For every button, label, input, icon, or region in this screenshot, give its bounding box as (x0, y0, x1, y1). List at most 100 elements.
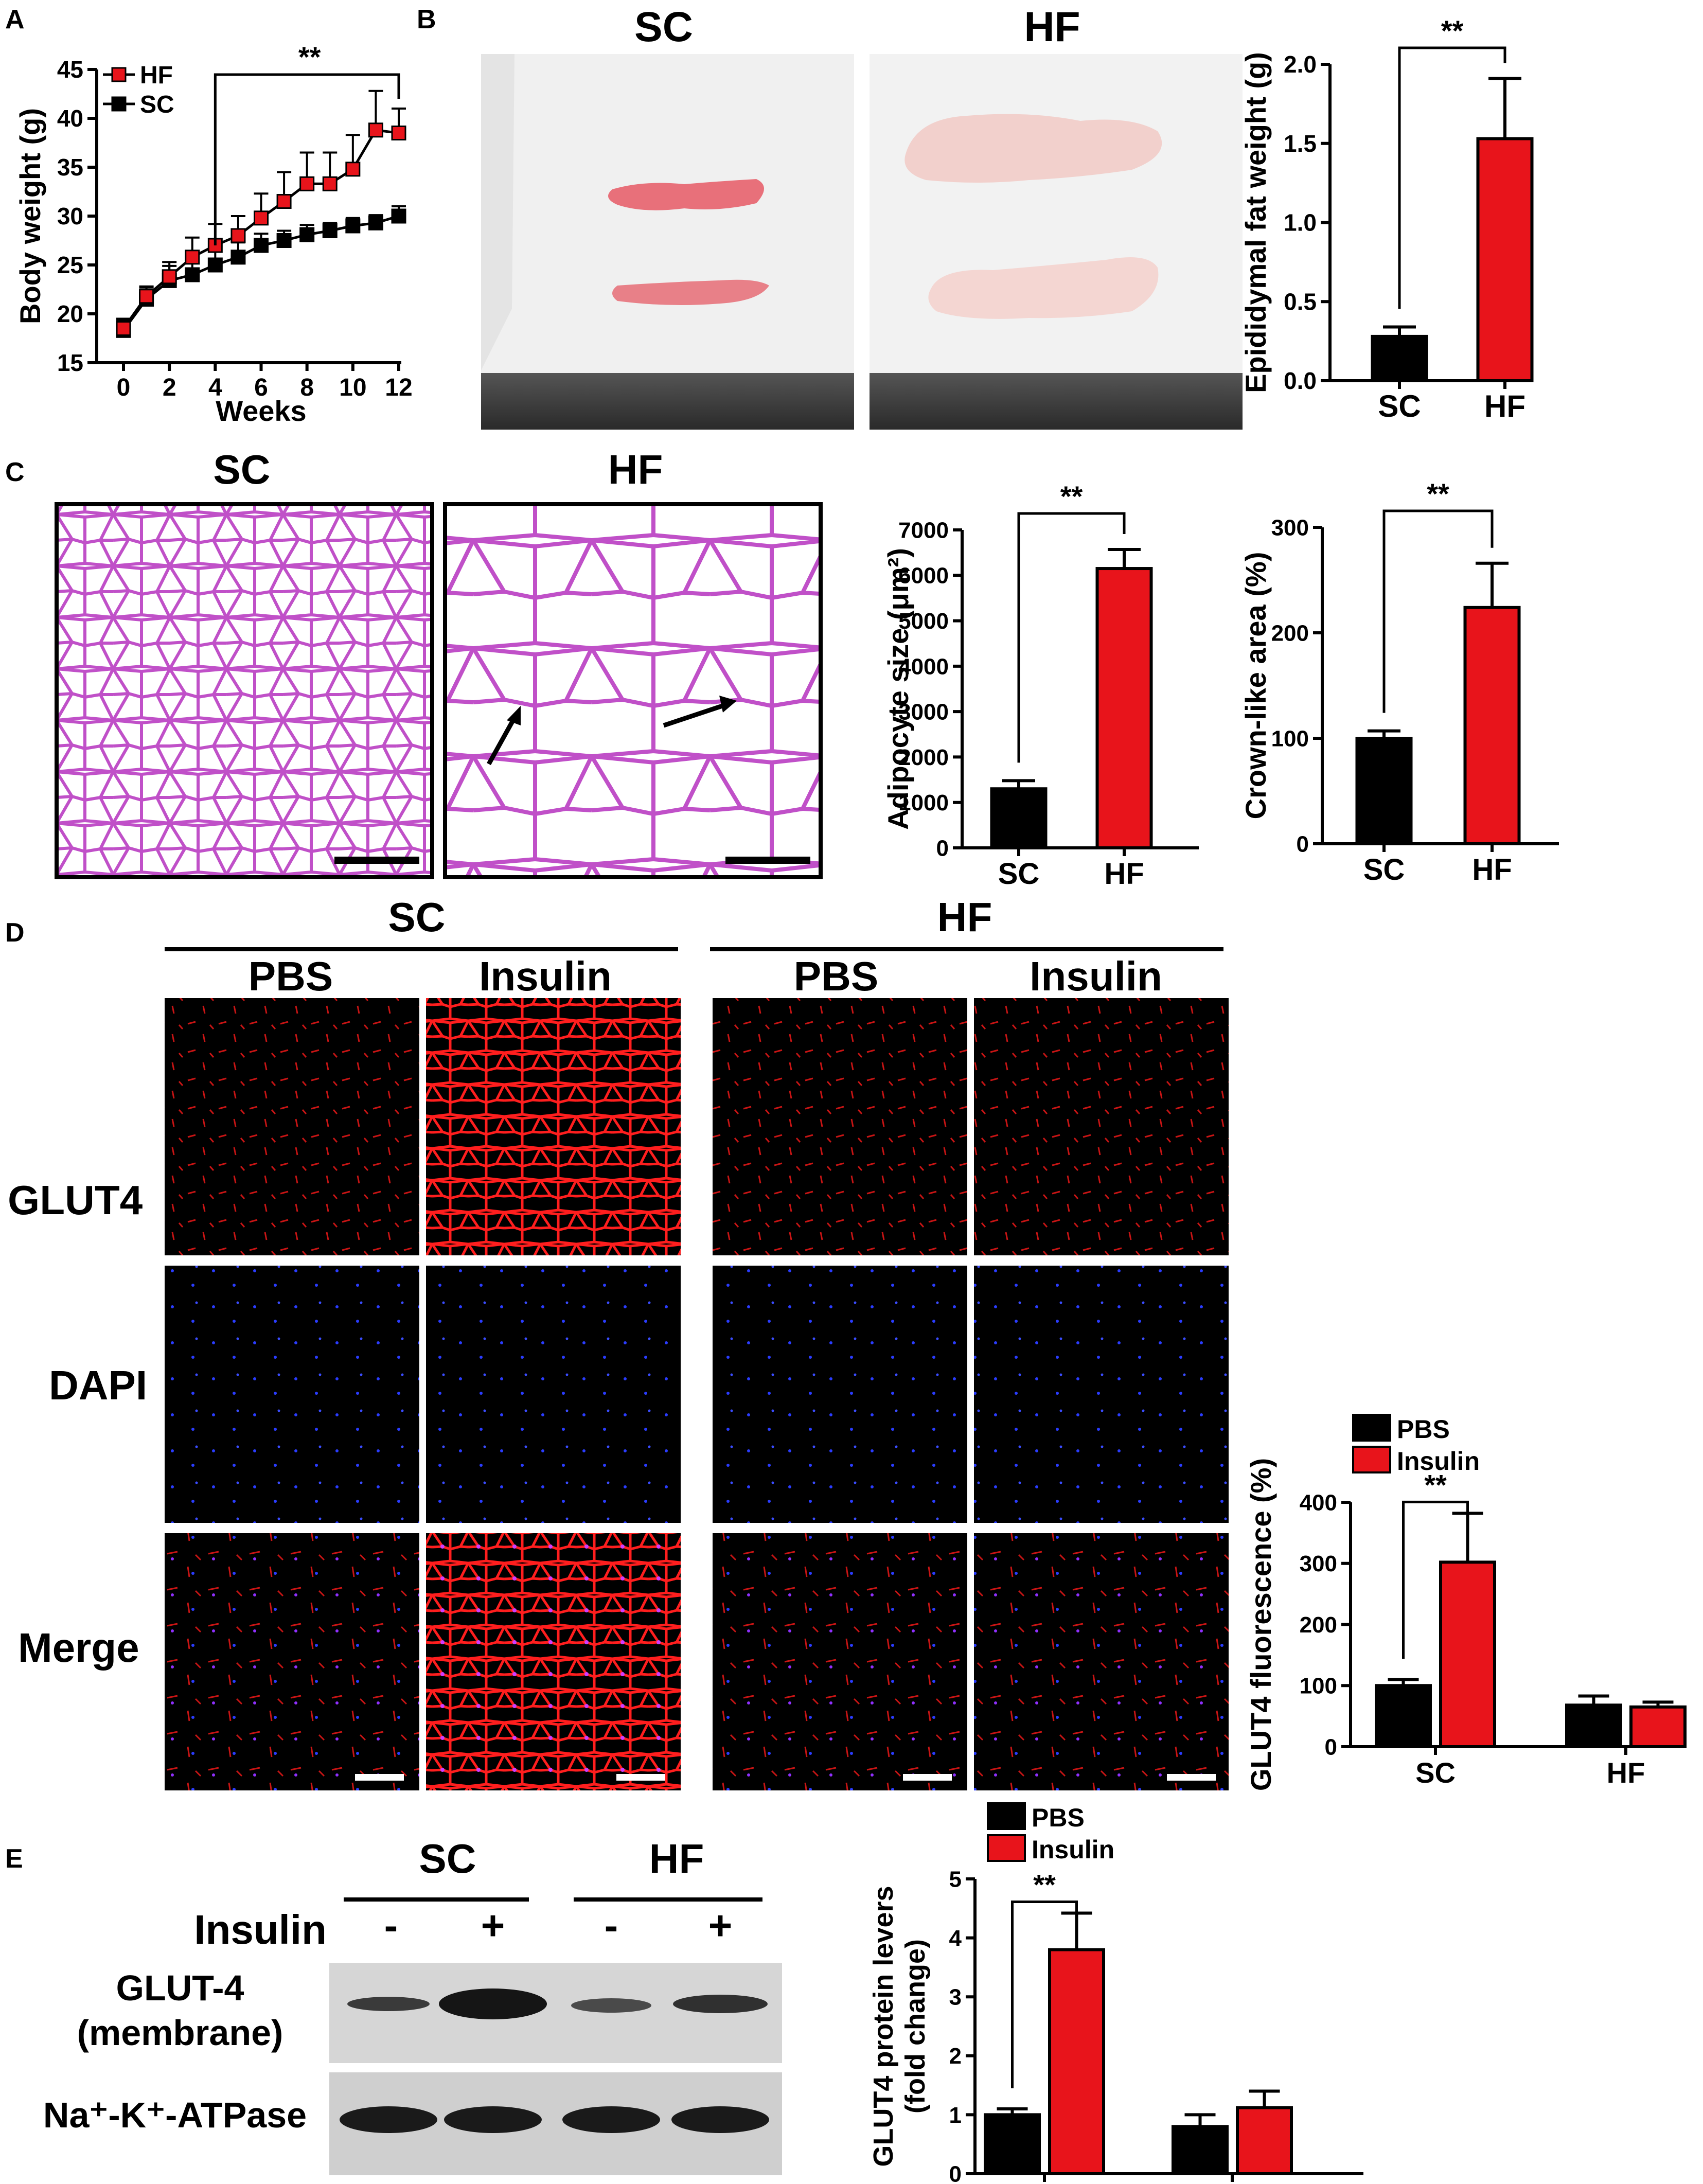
micrograph-dapi-hf-pbs (713, 1266, 967, 1523)
bar-hf-insulin (1236, 2106, 1293, 2175)
data-point-hf (139, 289, 154, 304)
bar-hf (1095, 567, 1153, 849)
x-tick-label: 4 (208, 374, 222, 401)
data-point-hf (254, 210, 269, 226)
data-point-sc (276, 233, 292, 248)
data-point-hf (116, 321, 131, 336)
legend-label: Insulin (1397, 1447, 1480, 1476)
panel-label-d: D (5, 918, 25, 948)
insulin-sign-3: - (605, 1903, 618, 1948)
x-tick-label: 0 (117, 374, 131, 401)
y-tick-label: 25 (57, 252, 83, 278)
arrow-icon-1 (487, 706, 521, 766)
panel-e-insulin-label: Insulin (194, 1907, 327, 1952)
y-tick-label: 4000 (898, 654, 949, 679)
y-tick-label: 1.0 (1284, 209, 1317, 236)
bar-sc (1355, 737, 1413, 845)
panel-e-group-sc: SC (419, 1836, 476, 1881)
histology-title-hf: HF (608, 447, 663, 492)
x-tick-label: 8 (300, 374, 314, 401)
data-point-sc (368, 215, 383, 230)
bar-sc-pbs (984, 2113, 1041, 2175)
y-tick-label: 5 (949, 1867, 962, 1892)
micrograph-merge-hf-pbs (713, 1533, 967, 1790)
micrograph-glut4-sc-insulin (426, 998, 681, 1255)
panel-label-e: E (5, 1844, 23, 1874)
scale-bar-4 (1167, 1774, 1216, 1781)
panel-e-group-hf: HF (649, 1836, 704, 1881)
y-tick-label: 6000 (898, 563, 949, 589)
fat-photo-hf (870, 54, 1243, 430)
legend-label: SC (140, 91, 174, 118)
panel-label-c: C (5, 457, 25, 487)
legend-marker (111, 67, 127, 82)
y-tick-label: 20 (57, 300, 83, 327)
panel-d-row-glut4: GLUT4 (8, 1177, 143, 1223)
x-tick-label: SC (1415, 1756, 1456, 1789)
western-blot-glut4 (329, 1963, 782, 2063)
x-tick-label: 10 (339, 374, 366, 401)
significance-label: ** (1033, 1868, 1056, 1901)
significance-label: ** (1424, 1468, 1447, 1501)
bar-sc-pbs (1375, 1684, 1432, 1748)
significance-bracket (1011, 1900, 1078, 2088)
y-axis-label: Crown-like area (%) (1239, 552, 1272, 820)
bar-hf (1463, 606, 1521, 846)
insulin-sign-1: - (384, 1903, 398, 1948)
y-tick-label: 7000 (898, 518, 949, 543)
micrograph-merge-sc-insulin (426, 1533, 681, 1790)
data-point-hf (322, 176, 338, 191)
scale-bar-3 (903, 1774, 952, 1781)
significance-label: ** (1060, 480, 1083, 512)
y-tick-label: 4 (949, 1926, 962, 1951)
y-tick-label: 0.5 (1284, 288, 1317, 315)
significance-label: ** (1427, 477, 1449, 510)
y-tick-label: 5000 (898, 609, 949, 634)
x-tick-label: HF (1104, 857, 1144, 891)
western-blot-atpase (329, 2072, 782, 2175)
panel-d-group-hf: HF (937, 894, 992, 940)
micrograph-merge-sc-pbs (165, 1533, 419, 1790)
panel-d-col-pbs-hf: PBS (794, 953, 879, 999)
bar-hf-pbs (1565, 1703, 1622, 1748)
y-tick-label: 100 (1300, 1674, 1337, 1699)
data-point-sc (254, 238, 269, 253)
micrograph-glut4-hf-insulin (974, 998, 1229, 1255)
data-point-hf (299, 176, 315, 191)
y-tick-label: 2 (949, 2044, 962, 2069)
photo-title-sc: SC (634, 4, 693, 50)
data-point-hf (185, 250, 200, 265)
y-axis-label: (fold change) (900, 1939, 931, 2114)
panel-d-row-merge: Merge (18, 1625, 139, 1671)
data-point-hf (230, 228, 246, 243)
micrograph-dapi-hf-insulin (974, 1266, 1229, 1523)
panel-d-col-pbs-sc: PBS (249, 953, 333, 999)
y-tick-label: 1000 (898, 790, 949, 815)
legend-label: HF (140, 62, 173, 89)
y-tick-label: 3000 (898, 700, 949, 725)
panel-d-col-insulin-sc: Insulin (479, 953, 612, 999)
histology-image-sc (55, 502, 434, 879)
fat-photo-sc (481, 54, 854, 430)
legend-swatch (1352, 1414, 1391, 1442)
y-tick-label: 45 (57, 56, 83, 83)
x-tick-label: 2 (163, 374, 176, 401)
photo-title-hf: HF (1024, 4, 1080, 50)
data-point-hf (368, 122, 383, 138)
histology-image-hf (443, 502, 823, 879)
legend-marker (111, 96, 127, 112)
y-tick-label: 400 (1300, 1490, 1337, 1515)
y-tick-label: 0 (1297, 831, 1309, 857)
y-tick-label: 1.5 (1284, 130, 1317, 157)
x-tick-label: 12 (385, 374, 412, 401)
insulin-sign-4: + (708, 1903, 733, 1948)
y-tick-label: 0 (949, 2161, 962, 2184)
scale-bar-1 (355, 1774, 404, 1781)
blot-label-glut4: GLUT-4 (116, 1968, 244, 2008)
y-tick-label: 0 (1325, 1734, 1337, 1760)
legend-swatch (1352, 1446, 1391, 1473)
bar-sc (1371, 334, 1428, 383)
y-tick-label: 100 (1271, 726, 1309, 751)
